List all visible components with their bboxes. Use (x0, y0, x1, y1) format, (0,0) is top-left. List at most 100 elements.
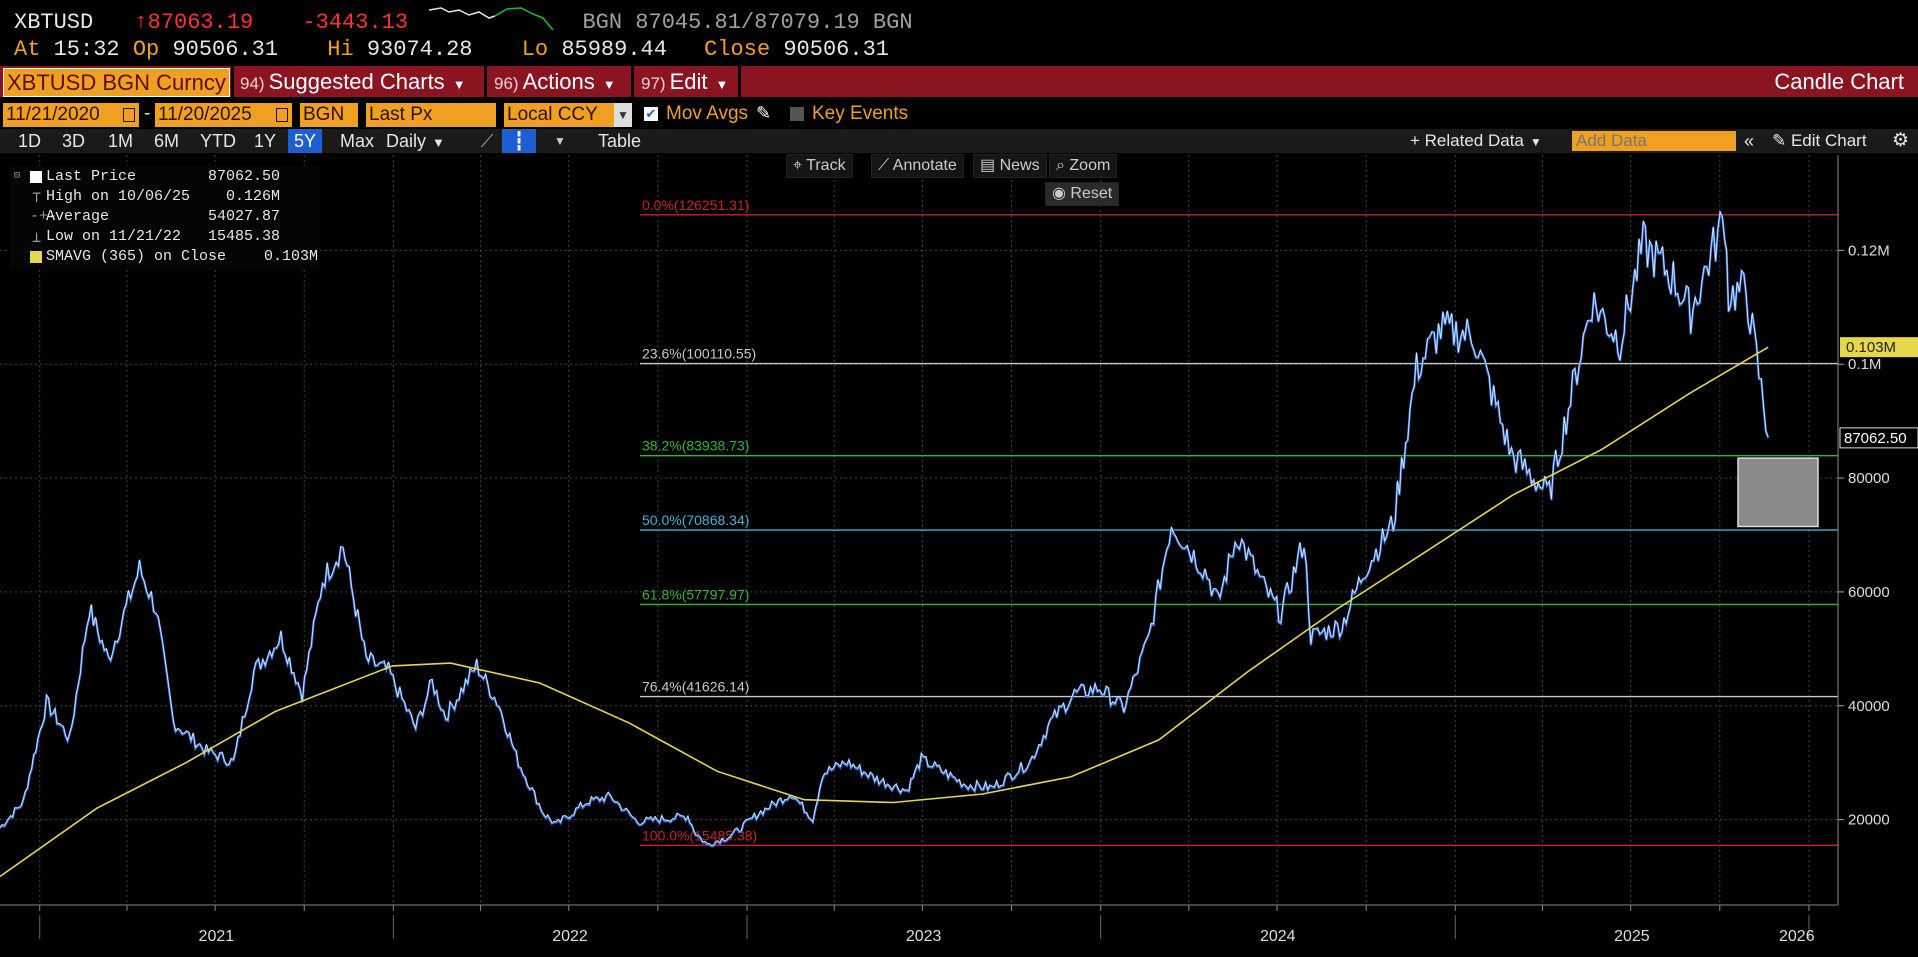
suggested-charts-number: 94) (240, 74, 265, 93)
date-range-dash: - (144, 103, 151, 124)
sparkline (429, 7, 554, 31)
average-marker-icon: -+- (30, 208, 58, 225)
calendar-icon[interactable] (123, 108, 135, 122)
annotate-label: Annotate (892, 157, 957, 174)
high-marker-icon: ⊤ (32, 190, 42, 207)
chevron-down-icon[interactable]: ▼ (614, 103, 632, 127)
security-field[interactable]: XBTUSD BGN Curncy (3, 68, 230, 97)
y-axis-tick-label: 0.1M (1848, 356, 1881, 373)
period-button-5y[interactable]: 5Y (288, 129, 323, 153)
fib-level-label: 50.0%(70868.34) (642, 512, 749, 528)
calendar-icon[interactable] (276, 108, 288, 122)
line-chart-icon[interactable]: ⟋ (480, 131, 494, 151)
legend-high-label: High on 10/06/25 (46, 188, 191, 205)
open-label: Op (132, 37, 160, 62)
reset-label: Reset (1070, 185, 1113, 202)
related-data-button[interactable]: + Related Data ▼ (1410, 129, 1542, 153)
legend-sma-label: SMAVG (365) on Close (46, 248, 227, 265)
x-axis-year-label: 2024 (1260, 928, 1296, 945)
menu-divider (631, 66, 634, 97)
frequency-select[interactable]: Daily ▼ (386, 129, 445, 153)
y-axis-tick-label: 0.12M (1848, 242, 1890, 259)
last-price: ↑87063.19 (134, 10, 254, 35)
edit-chart-button[interactable]: ✎ Edit Chart (1772, 129, 1867, 153)
legend-last-price-label: Last Price (46, 168, 137, 185)
zoom-label: Zoom (1069, 157, 1111, 174)
edit-menu[interactable]: 97) Edit ▼ (641, 66, 728, 97)
chevron-down-icon: ▼ (432, 135, 445, 150)
legend-swatch-price (30, 171, 42, 183)
low-label: Lo (521, 37, 549, 62)
x-axis-year-label: 2022 (552, 928, 588, 945)
start-date-field[interactable]: 11/21/2020 (3, 103, 139, 127)
end-date-field[interactable]: 11/20/2025 (155, 103, 292, 127)
period-button-1m[interactable]: 1M (108, 131, 134, 151)
quote-line-1: XBTUSD ↑87063.19 -3443.13 BGN 87045.81/8… (14, 6, 913, 35)
period-button-1y[interactable]: 1Y (254, 131, 277, 151)
open-value: 90506.31 (172, 37, 279, 62)
collapse-icon[interactable]: « (1744, 131, 1755, 151)
annotate-button[interactable]: ⟋ Annotate (871, 154, 964, 178)
legend-average-value: 54027.87 (207, 208, 280, 225)
period-button-ytd[interactable]: YTD (200, 131, 236, 151)
at-label: At (14, 37, 41, 62)
gear-icon[interactable]: ⚙ (1892, 130, 1910, 151)
period-button-max[interactable]: Max (340, 131, 375, 151)
y-axis-tick-label: 60000 (1848, 584, 1890, 601)
edit-number: 97) (641, 74, 666, 93)
legend-high: ⊤ High on 10/06/25 0.126M (10, 188, 320, 208)
price-field-select[interactable]: Last Px (366, 103, 496, 127)
suggested-charts-menu[interactable]: 94) Suggested Charts ▼ (240, 66, 466, 97)
low-value: 85989.44 (561, 37, 667, 62)
edit-label: Edit (669, 69, 708, 94)
price-chart[interactable]: 0.0%(126251.31) 23.6%(100110.55) 38.2%(839… (0, 153, 1918, 957)
low-marker-icon: ⊥ (32, 230, 42, 247)
chevron-down-icon[interactable]: ▼ (554, 134, 566, 148)
mov-avgs-label[interactable]: Mov Avgs (666, 103, 749, 124)
legend-last-price[interactable]: ⊟ Last Price 87062.50 (10, 168, 320, 188)
legend-swatch-sma (30, 251, 42, 263)
radio-icon: ◉ (1052, 185, 1071, 202)
candle-chart-icon[interactable]: ┇ (502, 129, 536, 153)
period-button-6m[interactable]: 6M (154, 131, 180, 151)
menu-bar: XBTUSD BGN Curncy 94) Suggested Charts ▼ 9… (0, 66, 1918, 97)
legend-low-value: 15485.38 (207, 228, 280, 245)
period-button-1d[interactable]: 1D (18, 131, 42, 151)
expand-icon[interactable]: ⊟ (14, 171, 21, 182)
news-icon: ▤ (980, 157, 1000, 174)
pencil-icon[interactable]: ✎ (756, 103, 772, 123)
price-change: -3443.13 (302, 10, 409, 35)
news-label: News (999, 157, 1040, 174)
mov-avgs-checkbox[interactable]: ✔ (644, 106, 658, 121)
source-field[interactable]: BGN (300, 103, 358, 127)
table-button[interactable]: Table (598, 131, 642, 151)
x-axis-year-label: 2026 (1779, 928, 1815, 945)
key-events-checkbox[interactable] (790, 107, 804, 121)
currency-select[interactable]: Local CCY (504, 103, 632, 127)
selection-box[interactable] (1737, 457, 1819, 528)
high-label: Hi (327, 37, 354, 62)
chevron-down-icon: ▼ (1529, 135, 1542, 149)
fib-level-label: 61.8%(57797.97) (642, 586, 749, 602)
sma-value-tag-label: 0.103M (1846, 339, 1896, 356)
period-button-3d[interactable]: 3D (62, 131, 86, 151)
ticker: XBTUSD (14, 10, 94, 35)
news-button[interactable]: ▤ News (973, 154, 1047, 178)
reset-button[interactable]: ◉ Reset (1045, 182, 1120, 206)
y-axis-tick-label: 40000 (1848, 698, 1890, 715)
settings-row: 11/21/2020 - 11/20/2025 BGN Last Px Loca… (0, 103, 1918, 127)
legend-sma[interactable]: SMAVG (365) on Close 0.103M (10, 248, 320, 268)
track-button[interactable]: ⌖ Track (786, 154, 853, 178)
zoom-button[interactable]: ⌕ Zoom (1049, 154, 1118, 178)
actions-menu[interactable]: 96) Actions ▼ (494, 66, 616, 97)
key-events-label[interactable]: Key Events (812, 103, 909, 124)
crosshair-icon: ⌖ (793, 157, 807, 174)
legend-low-label: Low on 11/21/22 (46, 228, 182, 245)
sma-value-tag (1840, 337, 1918, 358)
end-date-value: 11/20/2025 (158, 104, 252, 125)
sma-series-line[interactable] (0, 346, 1769, 878)
track-label: Track (806, 157, 846, 174)
add-data-input[interactable] (1572, 131, 1736, 151)
chevron-down-icon: ▼ (602, 77, 616, 92)
pencil-icon: ✎ (1772, 131, 1791, 150)
